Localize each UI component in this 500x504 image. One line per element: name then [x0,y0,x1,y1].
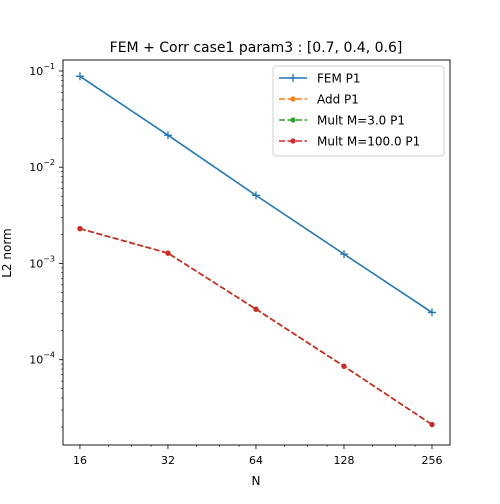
legend-label: Mult M=3.0 P1 [317,114,405,128]
legend-label: Add P1 [317,93,359,107]
legend-swatch-marker [290,117,295,122]
data-point [165,251,170,256]
x-axis-label: N [252,474,261,488]
y-axis-label: L2 norm [0,228,14,278]
legend: FEM P1 Add P1 Mult M=3.0 P1 Mult M=100.0 P1 [273,66,444,156]
legend-label: FEM P1 [317,72,361,86]
x-tick-label: 16 [73,454,87,467]
data-point [429,422,434,427]
data-point [77,226,82,231]
x-tick-label: 128 [333,454,354,467]
chart-title: FEM + Corr case1 param3 : [0.7, 0.4, 0.6… [110,40,403,56]
legend-swatch-marker [290,96,295,101]
x-tick-label: 32 [161,454,175,467]
data-point [253,307,258,312]
x-tick-label: 256 [421,454,442,467]
legend-label: Mult M=100.0 P1 [317,135,420,149]
data-point [341,364,346,369]
x-tick-label: 64 [249,454,263,467]
legend-swatch-marker [290,138,295,143]
